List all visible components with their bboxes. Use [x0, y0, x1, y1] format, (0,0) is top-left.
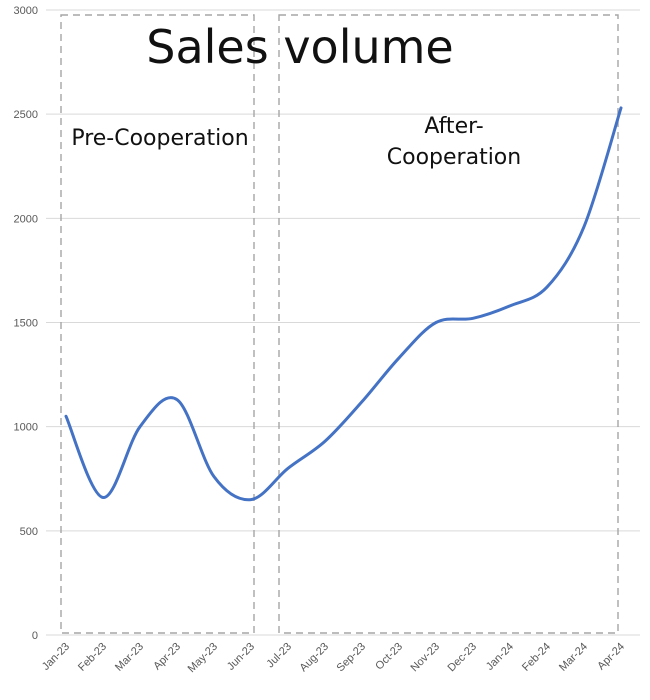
pre-cooperation-box [60, 14, 255, 634]
x-tick-label: Feb-24 [520, 641, 553, 674]
data-points [65, 107, 622, 500]
x-tick-label: May-23 [186, 641, 220, 675]
x-tick-label: Oct-23 [373, 641, 405, 673]
x-tick-label: Mar-23 [113, 641, 146, 674]
x-tick-label: Jan-23 [40, 641, 72, 673]
x-tick-label: Feb-23 [76, 641, 109, 674]
y-tick-label: 0 [32, 630, 38, 642]
grid-lines [46, 9, 640, 636]
x-tick-label: Aug-23 [298, 641, 332, 675]
y-tick-label: 1500 [14, 318, 38, 330]
y-tick-label: 2000 [14, 213, 38, 225]
pre-cooperation-label: Pre-Cooperation [71, 126, 248, 151]
x-tick-label: Jul-23 [264, 641, 294, 671]
chart-title: Sales volume [146, 20, 453, 74]
after-cooperation-label-line2: Cooperation [387, 145, 521, 170]
x-tick-label: Apr-24 [595, 641, 627, 673]
x-tick-label: Apr-23 [151, 641, 183, 673]
sales-line [64, 106, 623, 502]
x-tick-label: Dec-23 [446, 641, 480, 675]
y-tick-label: 3000 [14, 5, 38, 17]
after-cooperation-label-line1: After- [424, 114, 483, 139]
x-tick-label: Jun-23 [225, 641, 257, 673]
y-axis-ticks: 0 500 1000 1500 2000 2500 3000 [14, 5, 38, 642]
x-tick-label: Jan-24 [484, 641, 516, 673]
x-tick-label: Mar-24 [557, 641, 590, 674]
y-tick-label: 500 [20, 526, 38, 538]
x-tick-label: Nov-23 [409, 641, 443, 675]
x-axis-ticks: Jan-23 Feb-23 Mar-23 Apr-23 May-23 Jun-23 Jul-… [40, 641, 627, 675]
y-tick-label: 2500 [14, 109, 38, 121]
x-tick-label: Sep-23 [335, 641, 369, 675]
period-boxes [60, 14, 619, 634]
after-cooperation-box [278, 14, 619, 634]
y-tick-label: 1000 [14, 422, 38, 434]
